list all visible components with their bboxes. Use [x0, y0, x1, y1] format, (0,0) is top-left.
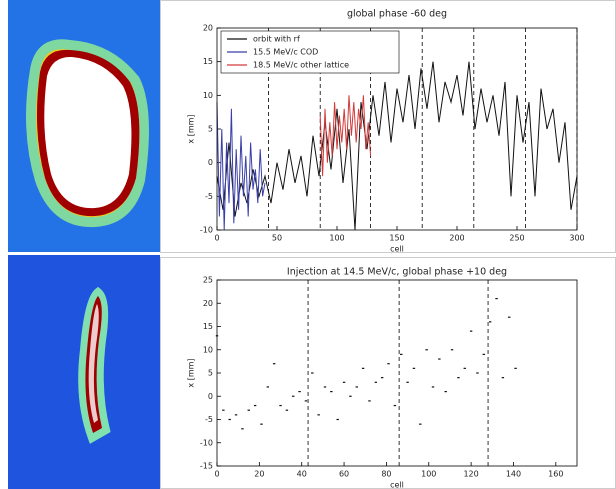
x-tick-label: 150 [389, 234, 404, 243]
y-tick-label: 0 [208, 158, 213, 167]
point [393, 404, 397, 407]
y-tick-label: 0 [208, 392, 213, 401]
point [450, 349, 454, 351]
y-tick-label: 10 [203, 91, 213, 100]
y-tick-label: 5 [208, 369, 213, 378]
series-line [319, 95, 372, 177]
x-tick-label: 120 [463, 470, 478, 479]
y-tick-label: 15 [203, 322, 213, 331]
point [387, 363, 390, 365]
x-tick-label: 300 [569, 234, 584, 243]
point [400, 353, 403, 355]
y-axis-label: x [mm] [187, 358, 196, 387]
point [374, 381, 378, 383]
x-tick-label: 0 [214, 234, 219, 243]
y-tick-label: 15 [203, 57, 213, 66]
chart-title: global phase -60 deg [347, 9, 447, 20]
legend-box [220, 30, 400, 74]
x-tick-label: 50 [272, 234, 282, 243]
point [406, 381, 409, 383]
legend: orbit with rf 15.5 MeV/c COD 18.5 MeV/c ot… [220, 30, 400, 74]
chart-title: Injection at 14.5 MeV/c, global phase +1… [287, 267, 507, 278]
legend-label: orbit with rf [253, 35, 300, 44]
point [508, 316, 511, 318]
x-tick-label: 140 [506, 470, 521, 479]
heatmap-bottom [8, 255, 160, 489]
plot-frame [216, 27, 578, 231]
y-tick-label: 25 [203, 276, 213, 285]
point [241, 428, 244, 430]
point [260, 423, 263, 425]
point [247, 409, 250, 411]
point [457, 377, 460, 379]
point [425, 349, 428, 351]
point [476, 372, 479, 374]
point [349, 395, 352, 397]
point [253, 404, 257, 407]
legend-label: 18.5 MeV/c other lattice [253, 61, 349, 70]
point [431, 386, 435, 388]
point [266, 386, 270, 388]
point [482, 353, 486, 355]
point [234, 414, 238, 416]
point [279, 404, 282, 407]
point [444, 391, 447, 393]
point [285, 409, 289, 411]
point [222, 409, 225, 411]
series-line [216, 61, 578, 231]
point [463, 367, 466, 369]
plot-frame [216, 279, 578, 467]
y-tick-label: -5 [205, 415, 213, 424]
x-tick-label: 40 [297, 470, 307, 479]
legend-label: 15.5 MeV/c COD [253, 48, 318, 57]
series-line [216, 102, 266, 231]
point [323, 386, 327, 388]
point [272, 363, 276, 365]
x-tick-label: 80 [381, 470, 391, 479]
point [501, 377, 505, 379]
point [355, 386, 358, 388]
x-tick-label: 100 [421, 470, 436, 479]
y-tick-label: 5 [208, 125, 213, 134]
point [298, 391, 301, 393]
point [438, 358, 441, 360]
y-tick-label: 20 [203, 24, 213, 33]
y-axis-label: x [mm] [187, 114, 196, 143]
point [336, 418, 339, 421]
y-tick-label: -5 [205, 192, 213, 201]
x-axis-label: cell [390, 481, 404, 489]
x-tick-label: 160 [548, 470, 563, 479]
chart-panel [160, 257, 616, 489]
point [495, 298, 498, 300]
x-tick-label: 60 [339, 470, 349, 479]
y-tick-label: -10 [200, 438, 213, 447]
point [419, 423, 422, 425]
point [292, 395, 295, 397]
heatmap-top [8, 0, 160, 252]
point [380, 377, 384, 379]
point [304, 400, 308, 402]
x-tick-label: 0 [214, 470, 219, 479]
point [342, 381, 346, 383]
y-tick-label: 20 [203, 299, 213, 308]
point [368, 400, 371, 402]
point [361, 367, 365, 369]
y-tick-label: 10 [203, 345, 213, 354]
point [311, 372, 314, 374]
x-tick-label: 20 [254, 470, 264, 479]
point [469, 330, 473, 332]
point [412, 367, 416, 369]
x-axis-label: cell [390, 245, 404, 254]
point [330, 391, 333, 393]
point [228, 418, 231, 421]
y-tick-label: -10 [200, 226, 213, 235]
y-tick-label: -15 [200, 462, 213, 471]
point [514, 367, 517, 369]
point [488, 321, 492, 323]
x-tick-label: 250 [509, 234, 524, 243]
point [317, 414, 320, 416]
x-tick-label: 200 [449, 234, 464, 243]
x-tick-label: 100 [329, 234, 344, 243]
